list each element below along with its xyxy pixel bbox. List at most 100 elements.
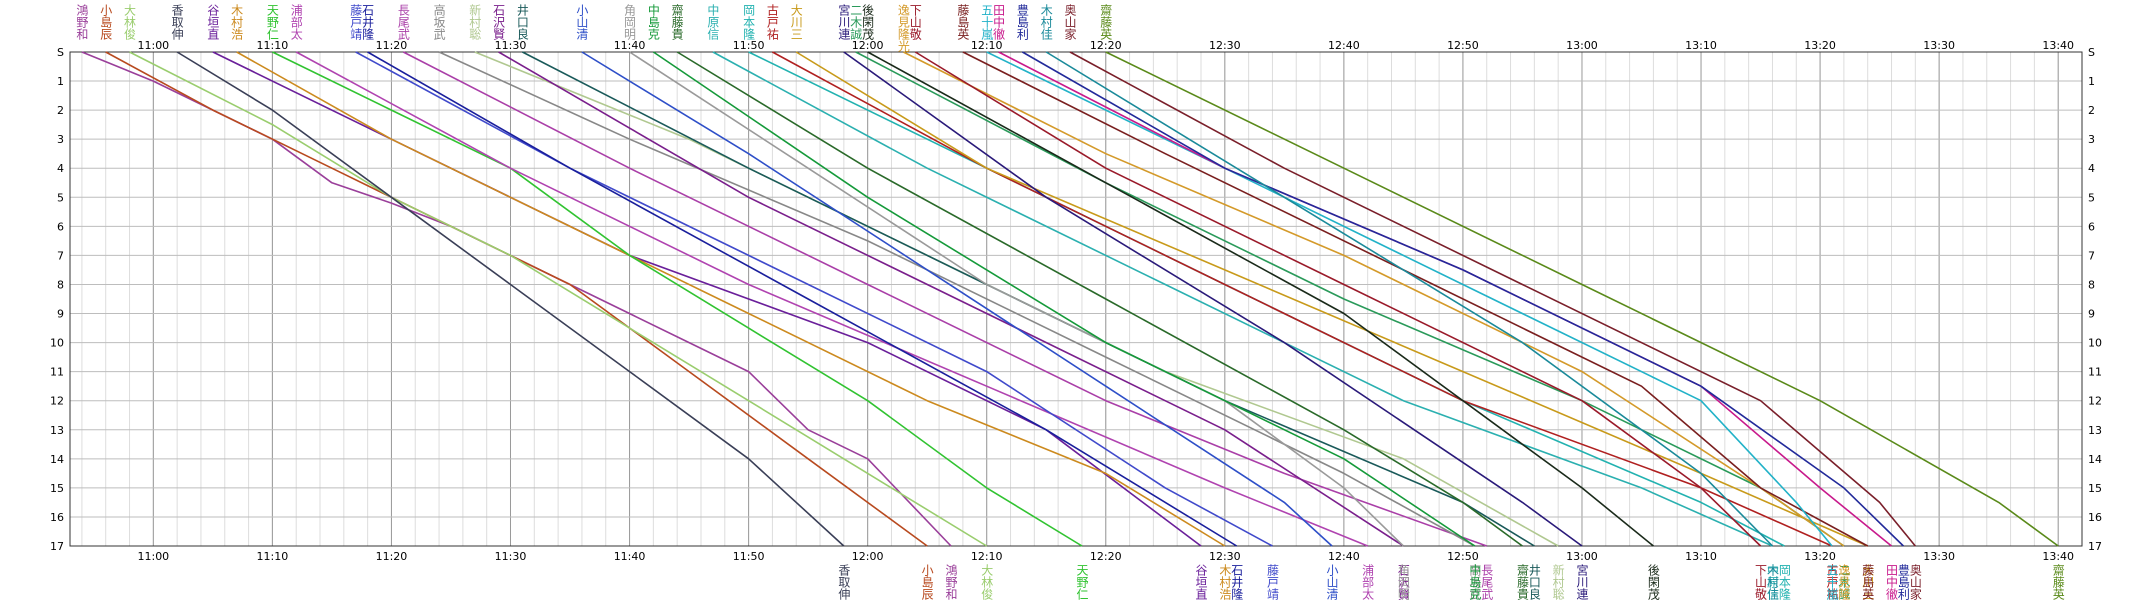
series-line bbox=[914, 51, 1762, 547]
x-tick-label-bottom: 12:40 bbox=[1328, 550, 1360, 563]
y-tick-label-right: 4 bbox=[2088, 162, 2095, 175]
x-tick-label-bottom: 12:00 bbox=[852, 550, 884, 563]
series-end-label: 井口良 bbox=[1527, 564, 1541, 600]
y-tick-label-left: 5 bbox=[57, 191, 64, 204]
y-tick-label-left: 4 bbox=[57, 162, 64, 175]
series-line bbox=[1022, 51, 1904, 547]
y-tick-label-right: 7 bbox=[2088, 249, 2095, 262]
series-line bbox=[272, 51, 1083, 547]
series-end-label: 田中徹 bbox=[1885, 564, 1899, 600]
series-end-label: 豊島利 bbox=[1896, 564, 1910, 600]
series-end-label: 小山清 bbox=[1325, 564, 1339, 600]
series-line bbox=[843, 51, 1583, 547]
series-start-label: 中原信 bbox=[706, 3, 720, 41]
y-tick-label-left: 1 bbox=[57, 75, 64, 88]
series-line bbox=[498, 51, 1404, 547]
series-start-label: 高坂武 bbox=[432, 3, 446, 40]
series-start-label: 香取伸 bbox=[170, 4, 184, 40]
y-tick-label-right: S bbox=[2088, 46, 2095, 59]
series-line bbox=[1069, 51, 1916, 547]
y-tick-label-left: 8 bbox=[57, 278, 64, 291]
series-end-label: 石井隆 bbox=[1230, 564, 1244, 600]
series-end-label: 下山敬 bbox=[1754, 564, 1768, 600]
series-end-label: 谷垣直 bbox=[1194, 564, 1208, 600]
series-end-label: 角岡明 bbox=[1396, 564, 1410, 600]
y-tick-label-left: 10 bbox=[50, 337, 64, 350]
x-tick-label-bottom: 12:20 bbox=[1090, 550, 1122, 563]
x-tick-label-bottom: 11:30 bbox=[495, 550, 527, 563]
y-tick-label-right: 9 bbox=[2088, 308, 2095, 321]
x-tick-label-bottom: 13:00 bbox=[1566, 550, 1598, 563]
series-start-label: 石沢賢 bbox=[492, 4, 506, 41]
x-tick-label-top: 13:10 bbox=[1685, 39, 1717, 52]
series-end-label: 齋藤貴 bbox=[1515, 563, 1529, 600]
x-tick-label-top: 13:00 bbox=[1566, 39, 1598, 52]
series-line bbox=[986, 51, 1833, 547]
series-end-label: 鴻野和 bbox=[944, 564, 958, 600]
x-tick-label-top: 12:20 bbox=[1090, 39, 1122, 52]
series-start-label: 奥山家 bbox=[1063, 4, 1077, 40]
x-tick-label-bottom: 13:20 bbox=[1804, 550, 1836, 563]
x-tick-label-top: 12:40 bbox=[1328, 39, 1360, 52]
series-end-label: 大林俊 bbox=[980, 564, 994, 600]
series-labels: 鴻野和鴻野和小島辰小島辰大林俊大林俊香取伸香取伸谷垣直谷垣直木村浩木村浩天野仁天… bbox=[75, 3, 2065, 600]
y-tick-label-right: 1 bbox=[2088, 75, 2095, 88]
series-start-label: 宮川連 bbox=[837, 3, 851, 41]
series-start-label: 逸見隆光 bbox=[896, 4, 910, 52]
y-tick-label-left: 16 bbox=[50, 511, 64, 524]
series-end-label: 木村浩 bbox=[1218, 564, 1232, 600]
series-end-label: 浦部太 bbox=[1361, 564, 1375, 600]
series-line bbox=[129, 51, 988, 547]
series-end-label: 木村佳 bbox=[1765, 564, 1779, 600]
x-tick-label-bottom: 11:00 bbox=[137, 550, 169, 563]
series-end-label: 古戸祐 bbox=[1825, 563, 1839, 600]
series-start-label: 角岡明 bbox=[623, 4, 637, 41]
series-end-label: 五十嵐 bbox=[1825, 564, 1839, 600]
y-tick-label-left: 9 bbox=[57, 308, 64, 321]
series-start-label: 二木誠 bbox=[849, 4, 863, 41]
series-line bbox=[438, 51, 1476, 547]
x-tick-label-top: 12:10 bbox=[971, 39, 1003, 52]
series-start-label: 小島辰 bbox=[99, 4, 113, 41]
y-tick-label-left: S bbox=[57, 46, 64, 59]
series-line bbox=[962, 51, 1869, 547]
series-start-label: 谷垣直 bbox=[206, 4, 220, 40]
series-line bbox=[295, 51, 1369, 547]
x-tick-label-bottom: 12:10 bbox=[971, 550, 1003, 563]
series-start-label: 石井隆 bbox=[361, 4, 375, 41]
series-start-label: 長尾武 bbox=[396, 4, 410, 40]
series-line bbox=[1045, 51, 1774, 547]
series-start-label: 後閑茂 bbox=[861, 4, 875, 40]
y-tick-label-right: 14 bbox=[2088, 453, 2102, 466]
y-tick-label-left: 2 bbox=[57, 104, 64, 117]
series-line bbox=[652, 51, 1476, 547]
series-line bbox=[355, 51, 1273, 547]
y-tick-label-left: 6 bbox=[57, 220, 64, 233]
series-end-label: 中原信 bbox=[1765, 563, 1779, 600]
x-tick-label-bottom: 13:30 bbox=[1923, 550, 1955, 563]
x-tick-label-bottom: 11:50 bbox=[733, 550, 765, 563]
series-start-label: 藤戸靖 bbox=[349, 4, 363, 40]
x-tick-label-bottom: 11:40 bbox=[614, 550, 646, 563]
series-start-label: 木村浩 bbox=[230, 4, 244, 40]
series-end-label: 齋藤英 bbox=[2051, 563, 2065, 600]
x-tick-label-top: 13:20 bbox=[1804, 39, 1836, 52]
x-tick-label-bottom: 11:20 bbox=[376, 550, 408, 563]
plot-frame bbox=[69, 51, 2083, 547]
y-tick-label-left: 12 bbox=[50, 395, 64, 408]
x-tick-label-top: 11:40 bbox=[614, 39, 646, 52]
y-tick-label-right: 5 bbox=[2088, 191, 2095, 204]
series-start-label: 浦部太 bbox=[289, 4, 303, 40]
series-start-label: 天野仁 bbox=[265, 4, 279, 40]
series-start-label: 中島克 bbox=[646, 3, 660, 41]
series-start-label: 大川三 bbox=[789, 4, 803, 40]
series-line bbox=[236, 51, 1226, 547]
series-line bbox=[212, 51, 1202, 547]
series-end-label: 香取伸 bbox=[837, 564, 851, 600]
series-end-label: 藤戸靖 bbox=[1265, 564, 1279, 600]
series-end-label: 藤島英 bbox=[1861, 564, 1875, 600]
series-start-label: 新村聡 bbox=[468, 3, 482, 40]
x-tick-label-bottom: 12:50 bbox=[1447, 550, 1479, 563]
